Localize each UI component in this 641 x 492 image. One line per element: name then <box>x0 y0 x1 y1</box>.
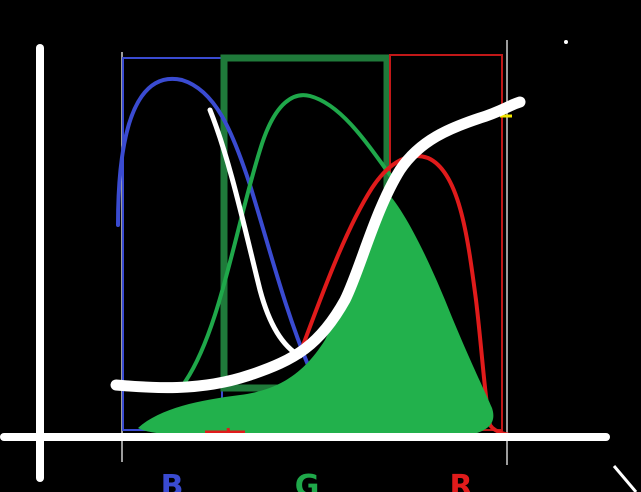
top-right-dot <box>564 40 568 44</box>
green-curve <box>183 93 392 384</box>
band-label-green: G <box>295 469 320 492</box>
blue-band-box <box>122 57 223 431</box>
blue-curve <box>116 76 312 372</box>
white-overall-curve <box>110 96 526 394</box>
white-secondary-curve <box>207 107 303 359</box>
corner-stroke <box>612 465 638 492</box>
band-label-blue: B <box>161 469 184 492</box>
green-filled-area <box>138 190 494 440</box>
band-label-red: R <box>449 469 472 492</box>
